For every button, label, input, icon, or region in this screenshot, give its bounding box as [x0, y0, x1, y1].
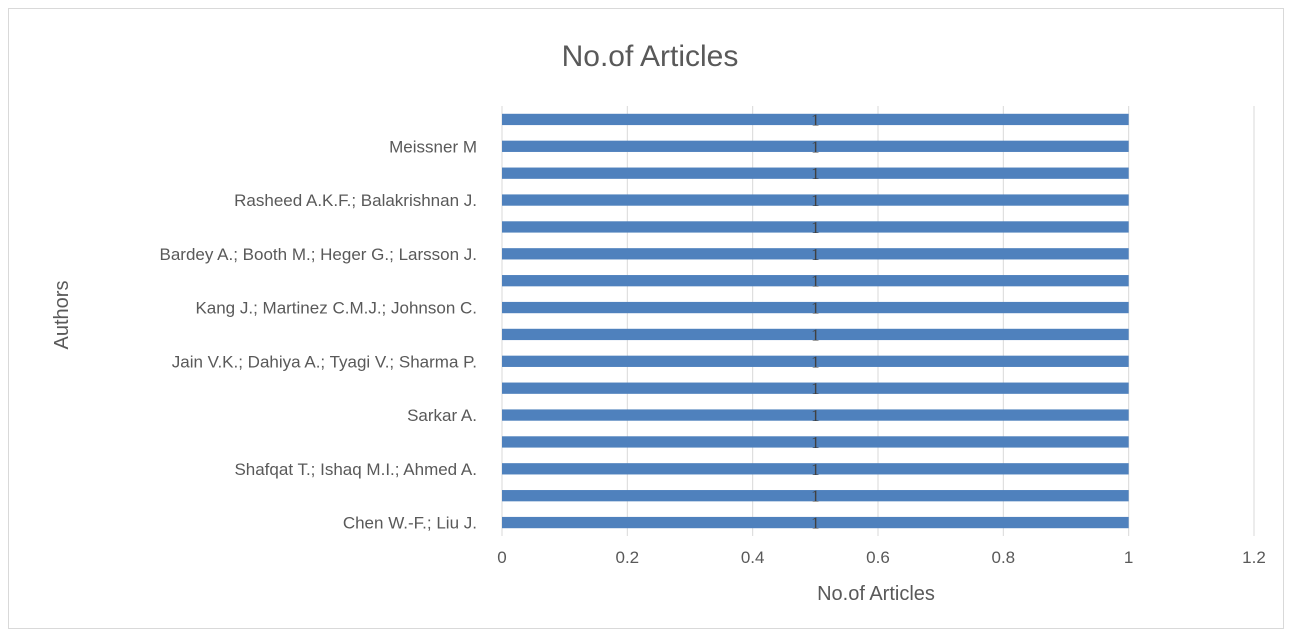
bar: [502, 436, 1129, 448]
bar: [502, 221, 1129, 233]
bar: [502, 248, 1129, 260]
category-label: Bardey A.; Booth M.; Heger G.; Larsson J…: [160, 245, 477, 264]
data-label: 1: [811, 110, 820, 129]
x-tick-label: 0.2: [616, 548, 640, 567]
data-label: 1: [811, 379, 820, 398]
bar: [502, 463, 1129, 475]
data-label: 1: [811, 272, 820, 291]
bar: [502, 490, 1129, 502]
chart-title: No.of Articles: [562, 40, 739, 73]
bar: [502, 113, 1129, 126]
data-label: 1: [811, 352, 820, 371]
category-label: Chen W.-F.; Liu J.: [343, 514, 477, 533]
category-label: Meissner M: [389, 137, 477, 156]
category-label: Shafqat T.; Ishaq M.I.; Ahmed A.: [234, 460, 477, 479]
data-label: 1: [811, 325, 820, 344]
x-tick-labels: 0 0.2 0.4 0.6 0.8 1 1.2: [497, 548, 1266, 567]
x-tick-label: 1: [1124, 548, 1133, 567]
data-labels: 1 1 1 1 1 1 1 1 1 1 1 1 1 1 1 1: [811, 110, 820, 532]
bar: [502, 328, 1129, 341]
x-tick-label: 0.6: [866, 548, 890, 567]
data-label: 1: [811, 433, 820, 452]
data-label: 1: [811, 487, 820, 506]
x-axis-title: No.of Articles: [817, 583, 935, 605]
y-axis-title: Authors: [51, 281, 73, 350]
data-label: 1: [811, 460, 820, 479]
bar: [502, 167, 1129, 179]
category-label: Jain V.K.; Dahiya A.; Tyagi V.; Sharma P…: [172, 352, 477, 371]
bar: [502, 409, 1129, 421]
category-label: Kang J.; Martinez C.M.J.; Johnson C.: [195, 299, 477, 318]
bar: [502, 301, 1129, 314]
data-label: 1: [811, 218, 820, 237]
bar: [502, 140, 1129, 152]
bar: [502, 275, 1129, 287]
x-tick-label: 0.8: [992, 548, 1016, 567]
data-label: 1: [811, 164, 820, 183]
data-label: 1: [811, 137, 820, 156]
category-label: Rasheed A.K.F.; Balakrishnan J.: [234, 191, 477, 210]
data-label: 1: [811, 406, 820, 425]
data-label: 1: [811, 514, 820, 533]
category-labels: Chen W.-F.; Liu J. Shafqat T.; Ishaq M.I.…: [160, 137, 477, 532]
bars: [502, 113, 1129, 529]
x-tick-label: 0.4: [741, 548, 765, 567]
data-label: 1: [811, 191, 820, 210]
bar: [502, 194, 1129, 206]
x-tick-label: 1.2: [1242, 548, 1266, 567]
category-label: Sarkar A.: [407, 406, 477, 425]
x-tick-label: 0: [497, 548, 506, 567]
bar: [502, 516, 1129, 529]
data-label: 1: [811, 299, 820, 318]
data-label: 1: [811, 245, 820, 264]
bar: [502, 355, 1129, 367]
bar: [502, 382, 1129, 394]
